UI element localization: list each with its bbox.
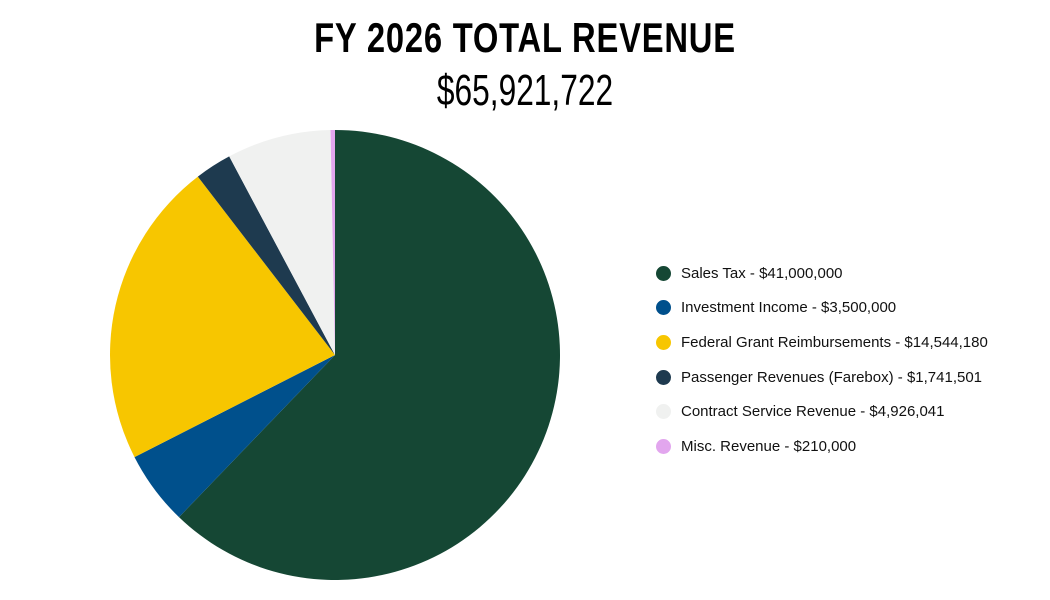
legend-item: Sales Tax - $41,000,000 — [656, 256, 988, 291]
legend-label: Misc. Revenue - $210,000 — [681, 437, 857, 455]
legend-item: Contract Service Revenue - $4,926,041 — [656, 394, 988, 429]
legend-label: Passenger Revenues (Farebox) - $1,741,50… — [681, 368, 983, 386]
legend-swatch — [656, 369, 671, 385]
pie-slice-federal-grant-reimbursements — [110, 176, 336, 458]
pie-slice-passenger-revenues-farebox — [197, 156, 335, 355]
legend-swatch — [656, 300, 671, 316]
chart-subtitle: $65,921,722 — [436, 66, 614, 115]
legend-item: Passenger Revenues (Farebox) - $1,741,50… — [656, 360, 988, 395]
legend-label: Sales Tax - $41,000,000 — [681, 264, 843, 282]
pie-slice-sales-tax — [178, 130, 560, 580]
pie-slice-investment-income — [134, 355, 335, 518]
legend-label: Contract Service Revenue - $4,926,041 — [681, 403, 945, 421]
chart-title: FY 2026 TOTAL REVENUE — [314, 14, 736, 61]
legend-swatch — [656, 404, 671, 420]
pie-slice-contract-service-revenue — [229, 130, 335, 355]
legend-label: Federal Grant Reimbursements - $14,544,1… — [681, 333, 988, 351]
legend-label: Investment Income - $3,500,000 — [681, 299, 897, 317]
legend: Sales Tax - $41,000,000 Investment Income… — [656, 256, 988, 464]
legend-swatch — [656, 438, 671, 454]
legend-item: Investment Income - $3,500,000 — [656, 291, 988, 326]
legend-swatch — [656, 265, 671, 281]
legend-swatch — [656, 334, 671, 350]
legend-item: Federal Grant Reimbursements - $14,544,1… — [656, 325, 988, 360]
pie-slice-misc-revenue — [330, 130, 335, 355]
legend-item: Misc. Revenue - $210,000 — [656, 429, 988, 464]
